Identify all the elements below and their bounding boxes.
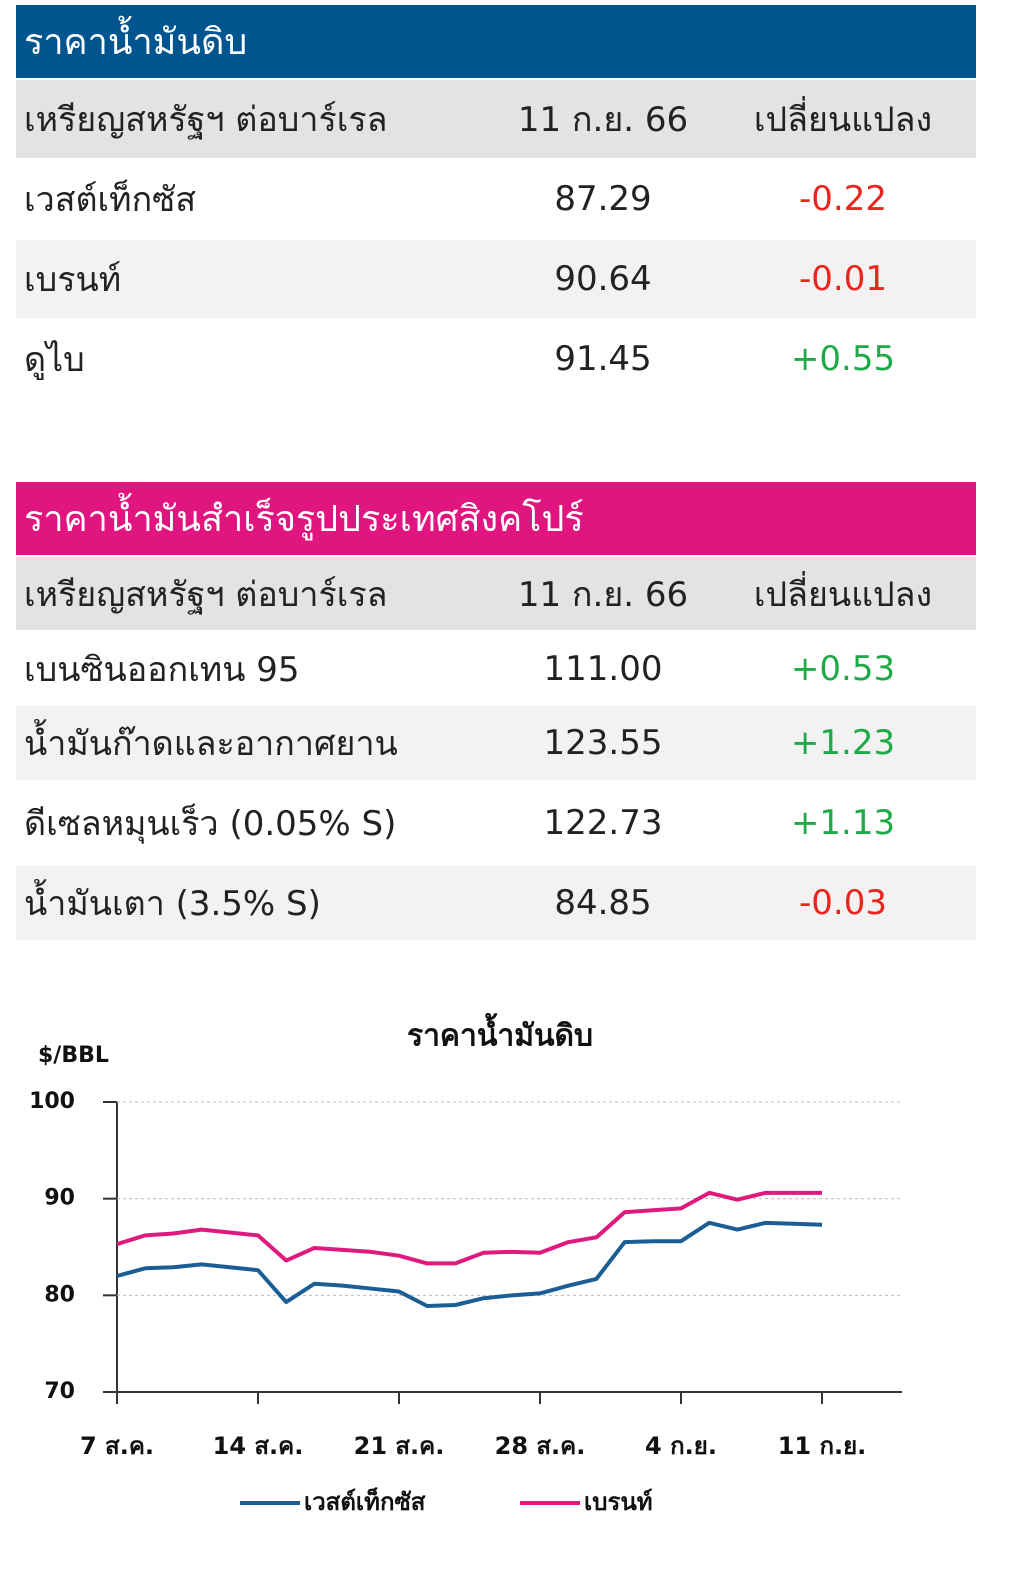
- y-tick-label: 90: [44, 1186, 75, 1211]
- x-tick-label: 21 ส.ค.: [354, 1432, 445, 1460]
- table-row: [16, 706, 976, 780]
- series-line: [116, 1190, 822, 1266]
- table-cell: ดีเซลหมุนเร็ว (0.05% S): [24, 804, 397, 844]
- series-line: [116, 1220, 823, 1308]
- header-cell: เปลี่ยนแปลง: [753, 100, 933, 140]
- header-cell: 11 ก.ย. 66: [517, 100, 689, 140]
- x-tick-label: 14 ส.ค.: [213, 1432, 304, 1460]
- table-title-bar: [16, 482, 976, 555]
- header-row: [16, 80, 976, 158]
- x-tick-label: 28 ส.ค.: [495, 1432, 586, 1460]
- chart-title: ราคาน้ำมันดิบ: [407, 1013, 593, 1054]
- table-cell: +1.23: [790, 723, 896, 763]
- table-row: [16, 786, 976, 860]
- table-row: [16, 866, 976, 940]
- y-axis-label: $/BBL: [38, 1043, 109, 1068]
- table-cell: 84.85: [554, 883, 652, 923]
- table-cell: 122.73: [543, 803, 663, 843]
- x-tick-label: 11 ก.ย.: [778, 1432, 867, 1460]
- y-tick-label: 80: [44, 1282, 75, 1307]
- table-title: ราคาน้ำมันดิบ: [24, 22, 248, 63]
- table-cell: +0.53: [790, 649, 896, 689]
- table-row: [16, 320, 976, 398]
- table-cell: 111.00: [543, 649, 663, 689]
- table-cell: 123.55: [543, 723, 663, 763]
- header-cell: เปลี่ยนแปลง: [753, 574, 933, 615]
- table-cell: +0.55: [790, 339, 896, 379]
- header-cell: 11 ก.ย. 66: [517, 574, 689, 615]
- table-cell: ดูไบ: [24, 340, 85, 380]
- table-row: [16, 160, 976, 238]
- y-tick-label: 70: [44, 1379, 75, 1404]
- legend-label: เบรนท์: [584, 1488, 653, 1516]
- x-tick-label: 7 ส.ค.: [80, 1432, 154, 1460]
- header-cell: เหรียญสหรัฐฯ ต่อบาร์เรล: [24, 574, 388, 615]
- table-cell: 87.29: [554, 179, 652, 219]
- table-cell: -0.03: [799, 883, 887, 923]
- table-row: [16, 632, 976, 706]
- table-title: ราคาน้ำมันสำเร็จรูปประเทศสิงคโปร์: [24, 499, 584, 540]
- table-title-bar: [16, 5, 976, 78]
- table-cell: เบรนท์: [24, 260, 122, 300]
- table-cell: 90.64: [554, 259, 652, 299]
- table-cell: +1.13: [790, 803, 896, 843]
- table-cell: น้ำมันก๊าดและอากาศยาน: [24, 724, 398, 764]
- header-row: [16, 557, 976, 630]
- table-cell: น้ำมันเตา (3.5% S): [24, 884, 321, 924]
- header-cell: เหรียญสหรัฐฯ ต่อบาร์เรล: [24, 100, 388, 140]
- table-cell: 91.45: [554, 339, 652, 379]
- table-cell: -0.01: [799, 259, 887, 299]
- legend-label: เวสต์เท็กซัส: [304, 1487, 426, 1516]
- x-tick-label: 4 ก.ย.: [645, 1432, 717, 1460]
- table-row: [16, 240, 976, 318]
- y-tick-label: 100: [29, 1089, 75, 1114]
- table-cell: เวสต์เท็กซัส: [24, 180, 196, 220]
- table-cell: เบนซินออกเทน 95: [24, 650, 300, 690]
- table-cell: -0.22: [799, 179, 887, 219]
- chart: ราคาน้ำมันดิบ $/BBL 70 80 90 100 7 ส.ค. 14 ส.…: [29, 1013, 902, 1516]
